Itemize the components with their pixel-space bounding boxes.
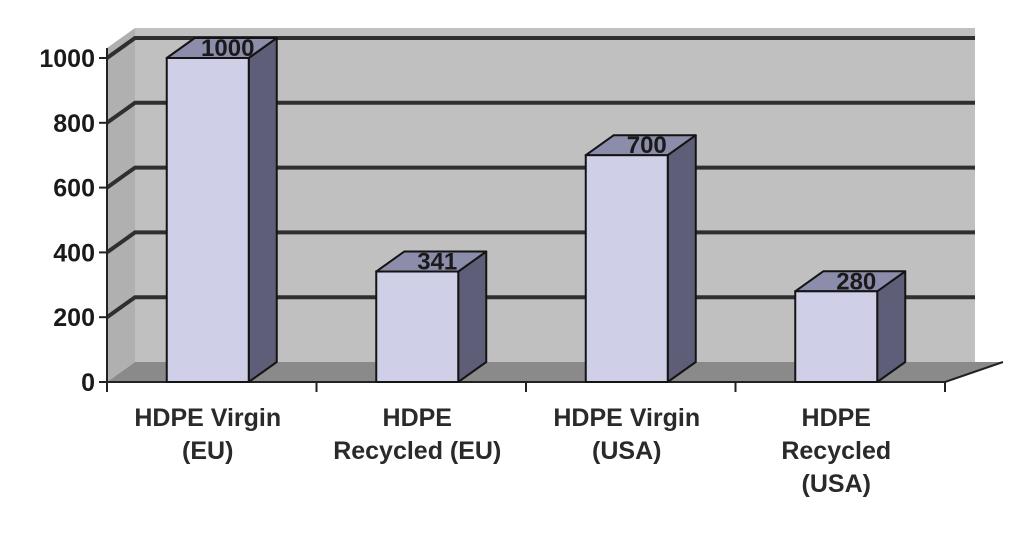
x-tick-label-line: HDPE bbox=[383, 404, 452, 432]
bar-side-face bbox=[666, 134, 697, 383]
x-tick-label: HDPE Virgin (USA) bbox=[553, 404, 700, 465]
y-tick-label: 1000 bbox=[39, 45, 95, 73]
bars bbox=[165, 37, 907, 383]
x-tick-label-line: Recycled bbox=[781, 437, 891, 465]
y-tick-label: 200 bbox=[53, 304, 95, 332]
bar bbox=[375, 250, 488, 383]
x-tick-label: HDPE Virgin (EU) bbox=[134, 404, 281, 465]
y-tick-label: 600 bbox=[53, 175, 95, 203]
bar-front-face bbox=[794, 290, 879, 383]
x-tick-label-line: (EU) bbox=[182, 437, 233, 465]
labels: 0 200 400 600 800 1000 1000 HDPE Virgin (EU) 341 H… bbox=[39, 35, 891, 498]
bar-front-face bbox=[584, 154, 669, 383]
x-tick-label-line: HDPE bbox=[802, 404, 871, 432]
x-tick-label: HDPE Recycled (USA) bbox=[781, 404, 891, 498]
floor-edge bbox=[944, 361, 1004, 383]
x-tick-label-line: HDPE Virgin bbox=[134, 404, 281, 432]
x-tick-label-line: Recycled (EU) bbox=[333, 437, 501, 465]
data-label: 280 bbox=[836, 268, 876, 295]
x-tick-label: HDPE Recycled (EU) bbox=[333, 404, 501, 465]
data-label: 700 bbox=[627, 132, 667, 159]
plot-floor-plane bbox=[107, 362, 1003, 382]
bar-front-face bbox=[165, 57, 250, 383]
plot-side-wall bbox=[107, 28, 135, 382]
y-tick-label: 0 bbox=[81, 369, 95, 397]
bar bbox=[584, 134, 697, 383]
bar bbox=[165, 37, 278, 383]
data-label: 1000 bbox=[201, 35, 254, 62]
y-tick-label: 400 bbox=[53, 239, 95, 267]
data-label: 341 bbox=[417, 249, 457, 276]
gridline bbox=[105, 36, 975, 60]
bar bbox=[794, 270, 907, 383]
gridline bbox=[105, 100, 975, 125]
bar-side-face bbox=[247, 37, 278, 383]
y-tick-label: 800 bbox=[53, 110, 95, 138]
x-tick-label-line: HDPE Virgin bbox=[553, 404, 700, 432]
bar-front-face bbox=[375, 270, 460, 383]
bar-side-face bbox=[457, 250, 488, 383]
plot-floor bbox=[107, 361, 1004, 383]
x-tick-label-line: (USA) bbox=[592, 437, 661, 465]
x-tick-label-line: (USA) bbox=[802, 470, 871, 498]
